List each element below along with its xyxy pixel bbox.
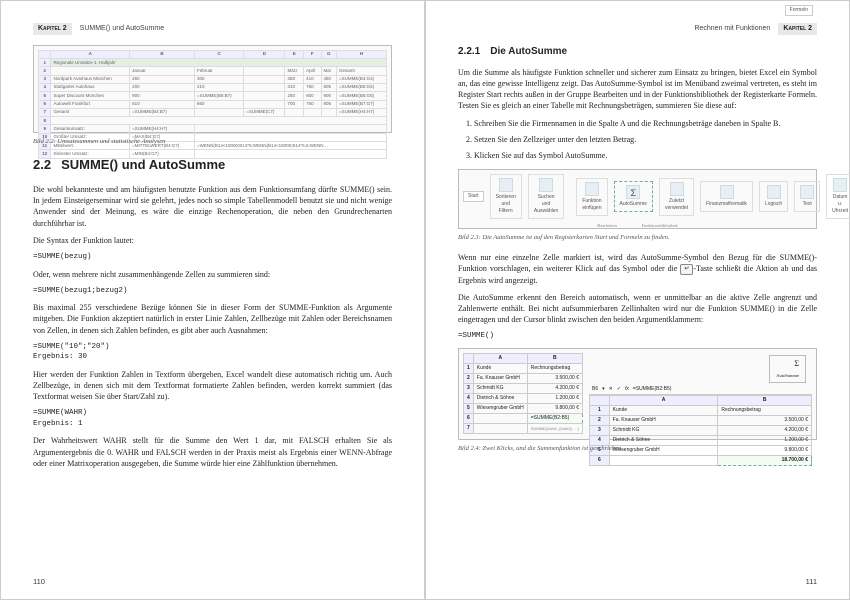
ribbon-group-find: Suchen und Auswählen <box>528 174 564 219</box>
step-2: Setzen Sie den Zellzeiger unter den letz… <box>474 134 817 145</box>
section-number: 2.2 <box>33 157 51 172</box>
body-p3: Oder, wenn mehrere nicht zusammenhängend… <box>33 269 392 280</box>
steps-list: Schreiben Sie die Firmennamen in die Spa… <box>458 118 817 162</box>
chapter-badge-right: Kapitel 2 <box>778 23 817 35</box>
body-rp3: Die AutoSumme erkennt den Bereich automa… <box>458 292 817 326</box>
header-title-right: Rechnen mit Funktionen <box>694 24 770 34</box>
section-heading-2-2: 2.2 SUMME() und AutoSumme <box>33 156 392 174</box>
sigma-icon: Σ <box>626 185 640 199</box>
caption-2-3: Bild 2.3: Die AutoSumme ist auf den Regi… <box>458 233 817 242</box>
ribbon-group-logic: Logisch <box>759 181 788 212</box>
header-left: Kapitel 2 SUMME() und AutoSumme <box>33 23 392 35</box>
enter-key-icon: ↵ <box>680 264 693 274</box>
body-p5: Hier werden der Funktion Zahlen in Textf… <box>33 369 392 403</box>
recent-icon <box>670 182 684 196</box>
header-right: Rechnen mit Funktionen Kapitel 2 <box>458 23 817 35</box>
chapter-badge: Kapitel 2 <box>33 23 72 35</box>
tab-formeln: Formeln <box>785 5 813 16</box>
ribbon-group-recent: Zuletzt verwendet <box>659 178 694 216</box>
ribbon-group-sort: Sortieren und Filtern <box>490 174 522 219</box>
body-p6: Der Wahrheitswert WAHR stellt für die Su… <box>33 435 392 469</box>
code-block-4: =SUMME(WAHR) Ergebnis: 1 <box>33 408 392 429</box>
ribbon-autosumme: ΣAutoSumme <box>614 181 654 212</box>
step-3: Klicken Sie auf das Symbol AutoSumme. <box>474 150 817 161</box>
step-1: Schreiben Sie die Firmennamen in die Spa… <box>474 118 817 129</box>
ribbon-footer: Bearbeiten Funktionsbibliothek <box>459 223 816 231</box>
header-title-left: SUMME() und AutoSumme <box>80 24 164 34</box>
body-p2: Die Syntax der Funktion lautet: <box>33 235 392 246</box>
body-p4: Bis maximal 255 verschiedene Bezüge könn… <box>33 302 392 336</box>
logic-icon <box>767 185 781 199</box>
body-p1: Die wohl bekannteste und am häufigsten b… <box>33 184 392 229</box>
sigma-button: ΣAutoSumme <box>769 355 806 383</box>
code-block-r1: =SUMME() <box>458 331 817 342</box>
body-rp2: Wenn nur eine einzelne Zelle markiert is… <box>458 252 817 286</box>
ribbon-mockup: Start Sortieren und Filtern Suchen und A… <box>459 170 816 223</box>
tab-start: Start <box>463 191 484 202</box>
fx-icon <box>585 182 599 196</box>
figure-2-4: AB 1KundeRechnungsbetrag 2Fa. Knauser Gm… <box>458 348 817 440</box>
sort-icon <box>499 178 513 192</box>
figure-2-2: ABCDEFGH 1Regionale Umsätze 1. Halbjahr … <box>33 45 392 133</box>
figure-2-3: Start Sortieren und Filtern Suchen und A… <box>458 169 817 229</box>
page-right: Rechnen mit Funktionen Kapitel 2 2.2.1 Di… <box>425 0 850 600</box>
subsection-heading-2-2-1: 2.2.1 Die AutoSumme <box>458 45 817 59</box>
ribbon-group-text: Text <box>794 181 820 212</box>
text-icon <box>800 185 814 199</box>
date-icon <box>833 178 847 192</box>
page-number-left: 110 <box>33 577 45 588</box>
code-block-3: =SUMME("10";"20") Ergebnis: 30 <box>33 342 392 363</box>
page-left: Kapitel 2 SUMME() und AutoSumme ABCDEFGH… <box>0 0 425 600</box>
finance-icon <box>720 185 734 199</box>
code-block-1: =SUMME(bezug) <box>33 252 392 263</box>
page-number-right: 111 <box>806 577 817 588</box>
formula-bar: B6▾✕✓fx=SUMME(B2:B5) <box>589 385 812 395</box>
body-rp1: Um die Summe als häufigste Funktion schn… <box>458 67 817 112</box>
ribbon-group-fin: Finanzmathematik <box>700 181 753 212</box>
find-icon <box>539 178 553 192</box>
code-block-2: =SUMME(bezug1;bezug2) <box>33 286 392 297</box>
subsection-number: 2.2.1 <box>458 46 480 57</box>
ribbon-group-date: Datum u. Uhrzeit <box>826 174 850 219</box>
section-title: SUMME() und AutoSumme <box>61 157 225 172</box>
ribbon-group-fx: Funktion einfügen <box>576 178 607 216</box>
subsection-title: Die AutoSumme <box>490 46 567 57</box>
